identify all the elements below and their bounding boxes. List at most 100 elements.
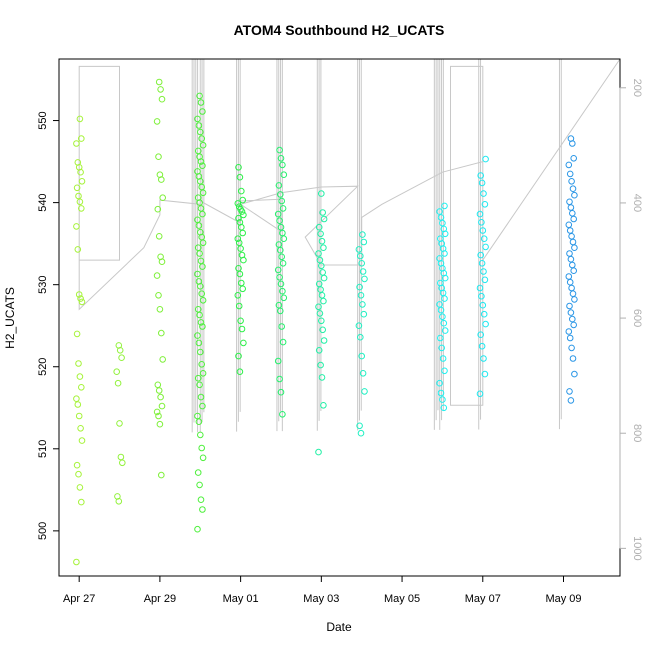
data-point xyxy=(320,244,327,251)
y2-tick-label: 600 xyxy=(631,309,643,327)
data-point xyxy=(235,239,243,247)
data-point xyxy=(196,250,203,257)
data-point xyxy=(277,191,284,198)
data-point xyxy=(77,425,84,432)
data-point xyxy=(114,379,122,387)
data-point xyxy=(569,185,577,192)
data-point xyxy=(76,484,84,491)
flight-track-lines xyxy=(78,58,621,433)
data-point xyxy=(566,302,573,310)
data-point xyxy=(566,250,573,257)
data-point xyxy=(482,243,489,251)
data-point xyxy=(194,216,201,224)
data-point xyxy=(155,387,163,394)
data-point xyxy=(199,506,206,513)
data-point xyxy=(477,172,485,179)
data-point xyxy=(477,251,485,259)
data-point xyxy=(197,393,205,401)
data-point xyxy=(239,229,246,237)
data-point xyxy=(566,170,574,178)
data-point xyxy=(277,155,285,162)
data-point xyxy=(196,92,203,100)
data-point xyxy=(73,461,81,469)
data-point xyxy=(74,246,82,253)
data-point xyxy=(565,161,573,169)
data-point xyxy=(194,412,201,420)
data-point xyxy=(237,245,244,252)
data-point xyxy=(113,368,120,376)
data-point xyxy=(480,268,487,275)
data-point xyxy=(197,205,205,212)
data-point xyxy=(78,437,86,444)
data-point xyxy=(198,444,205,452)
data-point xyxy=(358,260,366,267)
data-point xyxy=(481,370,489,378)
data-point xyxy=(318,317,325,325)
data-point xyxy=(197,319,205,326)
data-point xyxy=(438,344,446,352)
data-point xyxy=(571,244,578,251)
data-point xyxy=(194,244,202,251)
data-point xyxy=(279,205,287,212)
data-point xyxy=(196,153,203,160)
data-point xyxy=(439,355,447,362)
data-point xyxy=(155,78,163,86)
data-point xyxy=(194,147,202,155)
data-point xyxy=(75,192,82,200)
data-point xyxy=(318,237,326,245)
data-point xyxy=(197,257,205,265)
y-tick-label: 520 xyxy=(37,358,49,376)
y-tick-label: 540 xyxy=(37,193,49,211)
data-point xyxy=(279,260,287,267)
x-axis-label: Date xyxy=(326,620,352,634)
data-point xyxy=(73,223,80,230)
flight-track-line xyxy=(78,58,621,406)
data-point xyxy=(568,344,575,352)
data-point xyxy=(159,356,166,363)
data-point xyxy=(440,319,448,327)
data-point xyxy=(156,306,164,313)
y2-tick-label: 200 xyxy=(631,79,643,97)
data-point xyxy=(570,321,578,329)
data-point xyxy=(198,361,205,368)
x-tick-label: Apr 27 xyxy=(63,593,95,605)
y-tick-label: 530 xyxy=(37,275,49,293)
data-point xyxy=(361,388,368,395)
data-point xyxy=(482,320,489,328)
data-point xyxy=(195,339,203,347)
data-point xyxy=(277,280,285,288)
data-point xyxy=(477,331,485,339)
data-point xyxy=(569,290,577,298)
data-point xyxy=(315,448,322,456)
data-point xyxy=(78,135,85,142)
x-axis: Apr 27 Apr 29 May 01 May 03 May 05 May 07 May … xyxy=(63,575,582,605)
data-point xyxy=(478,179,486,187)
y-tick-label: 550 xyxy=(37,111,49,129)
data-point xyxy=(78,205,85,212)
data-point xyxy=(277,223,285,231)
data-point xyxy=(73,140,80,147)
data-point xyxy=(440,225,448,233)
data-point xyxy=(73,395,80,403)
data-point xyxy=(319,326,327,334)
data-point xyxy=(278,197,286,205)
data-point xyxy=(439,313,446,321)
chart-title: ATOM4 Southbound H2_UCATS xyxy=(234,22,445,38)
data-point xyxy=(569,355,577,362)
data-point xyxy=(157,393,164,401)
data-point xyxy=(565,273,573,280)
data-point xyxy=(239,196,246,204)
data-point xyxy=(356,422,363,430)
x-tick-label: May 01 xyxy=(223,593,259,605)
data-point xyxy=(156,171,164,178)
data-point xyxy=(359,301,366,308)
data-point xyxy=(197,228,204,236)
data-point xyxy=(277,388,285,396)
data-point xyxy=(276,375,283,383)
data-point xyxy=(481,276,489,284)
data-point xyxy=(199,189,207,197)
data-point xyxy=(157,86,164,93)
data-point xyxy=(73,184,81,192)
data-point xyxy=(194,168,201,175)
data-point xyxy=(571,296,578,303)
